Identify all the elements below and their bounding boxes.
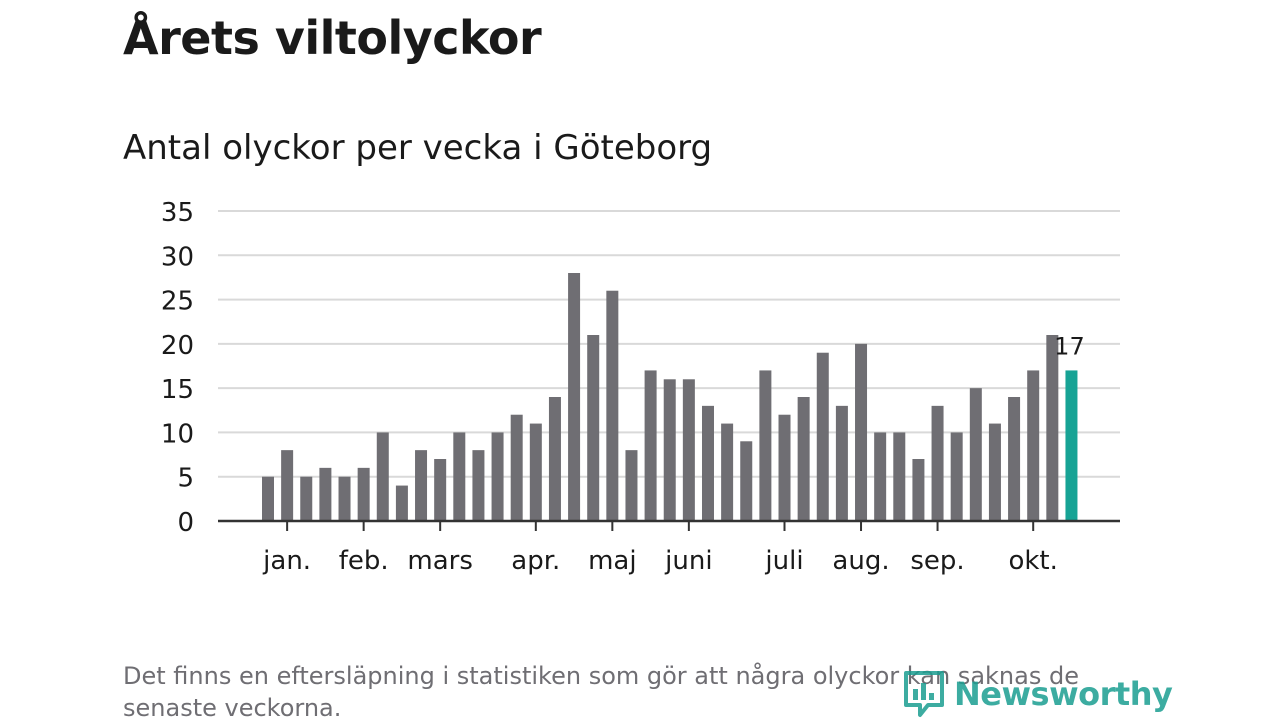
- bar: [300, 476, 313, 521]
- bar: [568, 273, 581, 521]
- data-label: 17: [1054, 332, 1085, 360]
- bar: [778, 414, 791, 521]
- x-tick-label: mars: [407, 546, 473, 576]
- bar: [434, 459, 447, 521]
- bar: [262, 476, 274, 521]
- bar: [625, 450, 638, 521]
- bar: [587, 335, 600, 521]
- bar-chart-icon: [904, 671, 944, 717]
- newsworthy-logo: Newsworthy: [902, 668, 1173, 720]
- footnote: Det finns en eftersläpning i statistiken…: [123, 662, 1079, 722]
- y-tick-label: 10: [161, 419, 194, 449]
- bar: [1046, 335, 1059, 521]
- x-tick-label: okt.: [1008, 546, 1057, 576]
- x-tick-label: juli: [764, 546, 803, 576]
- bar: [281, 450, 294, 521]
- y-tick-label: 20: [161, 331, 194, 361]
- y-tick-label: 25: [161, 287, 194, 317]
- logo-text: Newsworthy: [954, 675, 1173, 713]
- bar-chart: 0 5 10 15 20 25 30 35 jan. feb. mars apr. maj juni jul…: [161, 198, 1120, 576]
- bar: [415, 450, 428, 521]
- bar: [548, 397, 561, 521]
- bar: [338, 476, 351, 521]
- bar: [1008, 397, 1021, 521]
- bar: [969, 388, 982, 521]
- y-tick-label: 5: [177, 464, 194, 494]
- x-tick-label: juni: [664, 546, 712, 576]
- bar: [376, 432, 389, 521]
- bar: [797, 397, 810, 521]
- bar-highlight: [1065, 370, 1078, 521]
- bar: [663, 379, 676, 521]
- bar: [835, 405, 848, 521]
- bar: [759, 370, 772, 521]
- chart-subtitle: Antal olyckor per vecka i Göteborg: [123, 128, 713, 168]
- bar: [912, 459, 925, 521]
- x-tick-label: apr.: [511, 546, 560, 576]
- bar: [510, 414, 523, 521]
- bar: [472, 450, 485, 521]
- x-tick-label: maj: [588, 546, 636, 576]
- bar: [644, 370, 657, 521]
- bar: [319, 467, 332, 521]
- bar: [855, 343, 868, 521]
- x-tick-label: jan.: [262, 546, 311, 576]
- y-tick-label: 30: [161, 242, 194, 272]
- bar: [682, 379, 695, 521]
- bar: [606, 290, 619, 521]
- bar: [491, 432, 504, 521]
- bar: [529, 423, 542, 521]
- bar: [1027, 370, 1040, 521]
- bar: [816, 352, 829, 521]
- bar: [931, 405, 944, 521]
- y-tick-label: 35: [161, 198, 194, 228]
- bar: [701, 405, 714, 521]
- x-tick-label: sep.: [910, 546, 964, 576]
- y-tick-label: 0: [177, 508, 194, 538]
- bar: [893, 432, 906, 521]
- bar: [988, 423, 1001, 521]
- bar: [874, 432, 887, 521]
- bar: [740, 441, 753, 521]
- x-tick-label: feb.: [339, 546, 389, 576]
- bar: [357, 467, 370, 521]
- y-tick-label: 15: [161, 375, 194, 405]
- x-tick-label: aug.: [832, 546, 889, 576]
- bar: [395, 485, 408, 521]
- bar: [453, 432, 466, 521]
- bar: [721, 423, 734, 521]
- chart-title: Årets viltolyckor: [123, 11, 542, 65]
- bar: [950, 432, 963, 521]
